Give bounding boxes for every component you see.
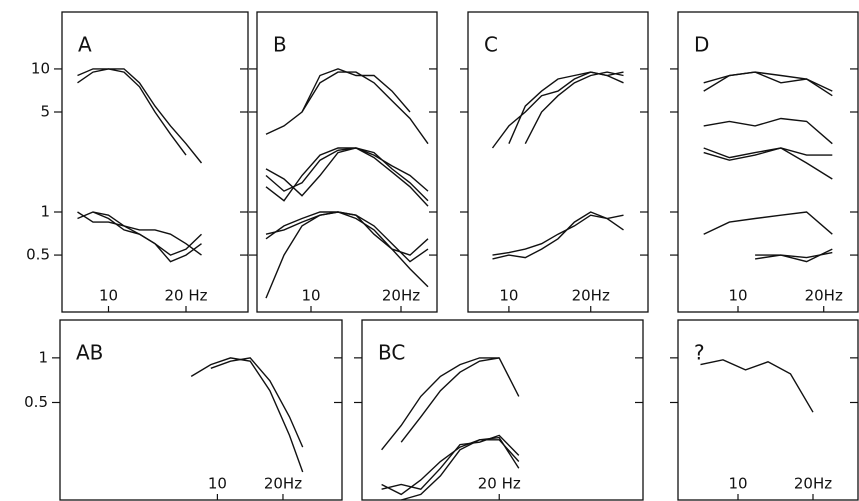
data-line — [301, 68, 411, 113]
x-tick-label: 20 Hz — [164, 287, 207, 305]
data-line — [401, 436, 520, 501]
data-line — [492, 211, 624, 260]
x-tick-label: 20Hz — [264, 475, 302, 493]
data-line — [265, 71, 429, 145]
data-line — [77, 68, 203, 164]
panel-frame — [677, 11, 859, 313]
panel-frame — [61, 11, 249, 313]
data-line — [265, 211, 429, 299]
x-tick-label: 10 — [728, 287, 747, 305]
data-line — [703, 71, 833, 97]
panel-title: A — [78, 33, 92, 57]
x-tick-label: 10 — [301, 287, 320, 305]
panel-frame — [361, 319, 644, 501]
y-tick-label: 5 — [40, 103, 50, 121]
panel-frame — [677, 319, 859, 501]
data-line — [700, 359, 814, 413]
data-line — [703, 147, 833, 180]
panel-frame — [256, 11, 438, 313]
data-line — [703, 147, 833, 159]
data-line — [754, 251, 833, 260]
panel-title: AB — [76, 341, 103, 365]
data-line — [92, 211, 202, 256]
y-tick-label: 0.5 — [26, 246, 50, 264]
data-line — [265, 147, 429, 202]
data-line — [77, 68, 187, 156]
x-tick-label: 10 — [728, 475, 747, 493]
data-line — [210, 357, 304, 448]
panel-frame — [467, 11, 649, 313]
data-line — [265, 147, 429, 207]
data-line — [703, 117, 833, 145]
data-line — [524, 71, 624, 145]
data-line — [77, 211, 202, 263]
panel-title: ? — [694, 341, 705, 365]
y-tick-label: 1 — [38, 348, 48, 366]
data-line — [265, 211, 429, 263]
panel-title: D — [694, 33, 709, 57]
data-line — [508, 71, 624, 144]
data-line — [190, 357, 304, 473]
data-line — [492, 214, 624, 256]
panel-frame — [59, 319, 343, 501]
panel-title: C — [484, 33, 498, 57]
data-line — [381, 439, 520, 496]
panel-title: BC — [378, 341, 405, 365]
y-tick-label: 0.5 — [24, 393, 48, 411]
x-tick-label: 20Hz — [572, 287, 610, 305]
y-tick-label: 1 — [40, 203, 50, 221]
x-tick-label: 20Hz — [382, 287, 420, 305]
x-tick-label: 10 — [499, 287, 518, 305]
data-line — [381, 434, 520, 490]
x-tick-label: 10 — [208, 475, 227, 493]
y-tick-label: 10 — [31, 59, 50, 77]
data-line — [703, 211, 833, 235]
x-tick-label: 10 — [99, 287, 118, 305]
panel-title: B — [273, 33, 287, 57]
data-line — [265, 211, 429, 256]
x-tick-label: 20Hz — [794, 475, 832, 493]
data-line — [400, 357, 500, 443]
data-line — [703, 71, 833, 92]
x-tick-label: 20 Hz — [478, 475, 521, 493]
x-tick-label: 20Hz — [805, 287, 843, 305]
